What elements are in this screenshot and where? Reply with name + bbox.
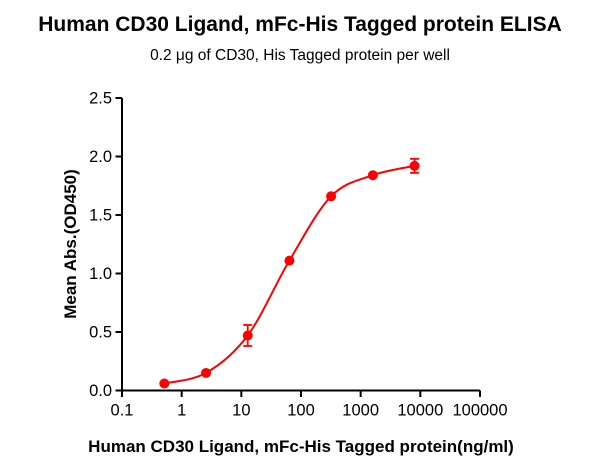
x-tick-label: 100000 [452, 402, 507, 420]
x-tick-label: 1 [177, 402, 186, 420]
x-tick-label: 1000 [342, 402, 379, 420]
series-group [159, 157, 420, 389]
x-tick-label: 10 [232, 402, 250, 420]
data-point [284, 255, 295, 266]
data-point [159, 378, 170, 389]
y-tick-label: 2.5 [89, 90, 112, 108]
x-tick-label: 100 [287, 402, 315, 420]
data-point [201, 367, 212, 378]
figure-subtitle: 0.2 μg of CD30, His Tagged protein per w… [150, 47, 450, 64]
data-point [242, 330, 253, 341]
figure-title: Human CD30 Ligand, mFc-His Tagged protei… [38, 13, 562, 36]
y-tick-label: 1.5 [89, 207, 112, 225]
data-point [326, 191, 337, 202]
fit-curve [164, 164, 415, 385]
y-tick-label: 0.0 [89, 382, 112, 400]
x-tick-label: 0.1 [111, 402, 134, 420]
axes: 0.1 1 10 100 1000 10000 100000 0.0 0.5 1.0 1.5 2.0 2… [89, 90, 507, 420]
y-tick-label: 1.0 [89, 265, 112, 283]
x-tick-label: 10000 [397, 402, 443, 420]
y-axis-title: Mean Abs.(OD450) [61, 169, 80, 319]
y-tick-label: 2.0 [89, 148, 112, 166]
data-point [409, 160, 420, 171]
data-point [367, 170, 378, 181]
y-tick-label: 0.5 [89, 324, 112, 342]
x-axis-title: Human CD30 Ligand, mFc-His Tagged protei… [88, 437, 514, 456]
